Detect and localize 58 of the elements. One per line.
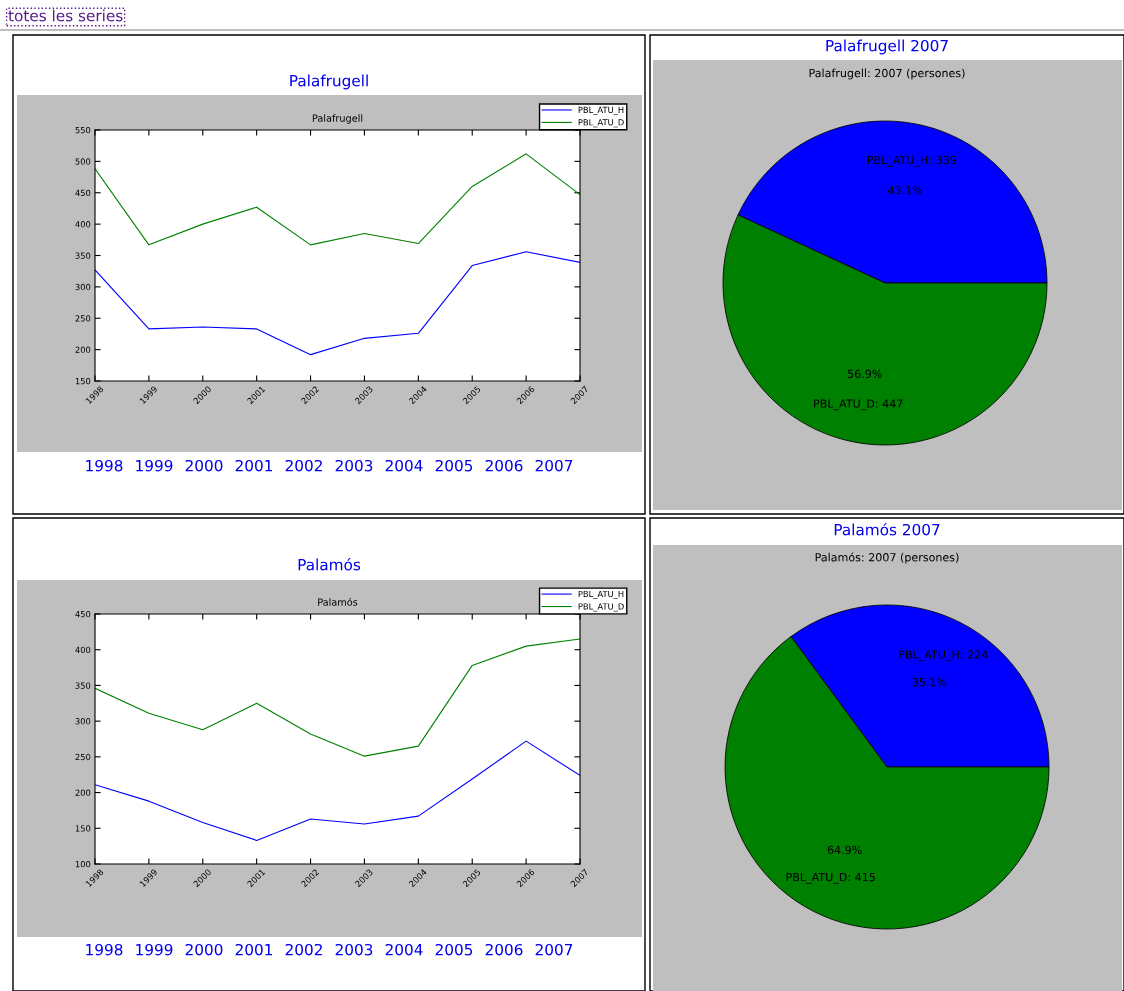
text: 1998 — [86, 943, 123, 956]
y-tick-label: 150 — [75, 377, 91, 385]
data-label: 43.1% — [888, 186, 923, 195]
legend-label: PBL_ATU_H — [578, 106, 624, 115]
y-tick-label: 400 — [75, 221, 91, 228]
y-tick-label: 400 — [75, 646, 91, 653]
text: 2001 — [235, 943, 273, 956]
chart-subtitle: Palamós — [318, 597, 358, 606]
y-tick-label: 450 — [75, 610, 91, 618]
slice-label: PBL_ATU_H: 339 — [867, 155, 957, 167]
y-tick-label: 250 — [75, 753, 91, 761]
chart-title: Palamós — [298, 558, 361, 571]
y-tick-label: 350 — [75, 252, 91, 259]
slice-label: PBL_ATU_D: 447 — [814, 399, 903, 411]
text: 1999 — [136, 943, 173, 956]
text: 1999 — [136, 459, 173, 472]
legend-label: PBL_ATU_H — [578, 590, 624, 599]
text: 2006 — [485, 943, 523, 956]
data-label: 64.9% — [827, 845, 862, 855]
y-tick-label: 450 — [75, 189, 91, 197]
y-tick-label: 500 — [75, 158, 91, 165]
text: 2004 — [385, 459, 423, 472]
text: 2000 — [185, 459, 223, 472]
slice-label: PBL_ATU_H: 224 — [899, 650, 988, 662]
y-tick-label: 550 — [75, 126, 91, 134]
y-tick-label: 300 — [75, 718, 91, 725]
legend-label: PBL_ATU_D — [578, 119, 624, 128]
chart-title: Palafrugell — [290, 74, 368, 90]
text: 2003 — [335, 943, 373, 956]
text: 2005 — [435, 459, 473, 472]
data-label: 56.9% — [848, 369, 882, 378]
text: 2003 — [335, 459, 373, 472]
chart-title: Palafrugell 2007 — [826, 39, 948, 55]
chart-subtitle: Palamós: 2007 (persones) — [815, 552, 959, 564]
text: 2002 — [285, 459, 322, 472]
y-tick-label: 200 — [75, 346, 91, 353]
y-tick-label: 250 — [75, 315, 91, 322]
y-tick-label: 300 — [75, 283, 91, 291]
chart-title: Palamós 2007 — [834, 523, 940, 536]
chart-subtitle: Palafrugell: 2007 (persones) — [809, 68, 965, 80]
text: totes les series — [8, 9, 123, 22]
data-label: 35.1% — [912, 677, 947, 687]
y-tick-label: 350 — [75, 682, 91, 689]
legend-label: PBL_ATU_D — [578, 603, 624, 612]
text: 2004 — [385, 943, 423, 956]
chart-subtitle: Palafrugell — [312, 114, 363, 124]
text: 2001 — [235, 459, 273, 472]
slice-label: PBL_ATU_D: 415 — [786, 872, 875, 884]
text: 2007 — [535, 459, 573, 472]
y-tick-label: 150 — [75, 825, 91, 832]
text: 1998 — [86, 459, 123, 472]
y-tick-label: 200 — [75, 789, 91, 796]
y-tick-label: 100 — [75, 860, 91, 868]
text: 2005 — [435, 943, 473, 956]
text: 2007 — [535, 943, 573, 956]
text: 2006 — [485, 459, 523, 472]
text: 2000 — [185, 943, 223, 956]
text: 2002 — [285, 943, 322, 956]
